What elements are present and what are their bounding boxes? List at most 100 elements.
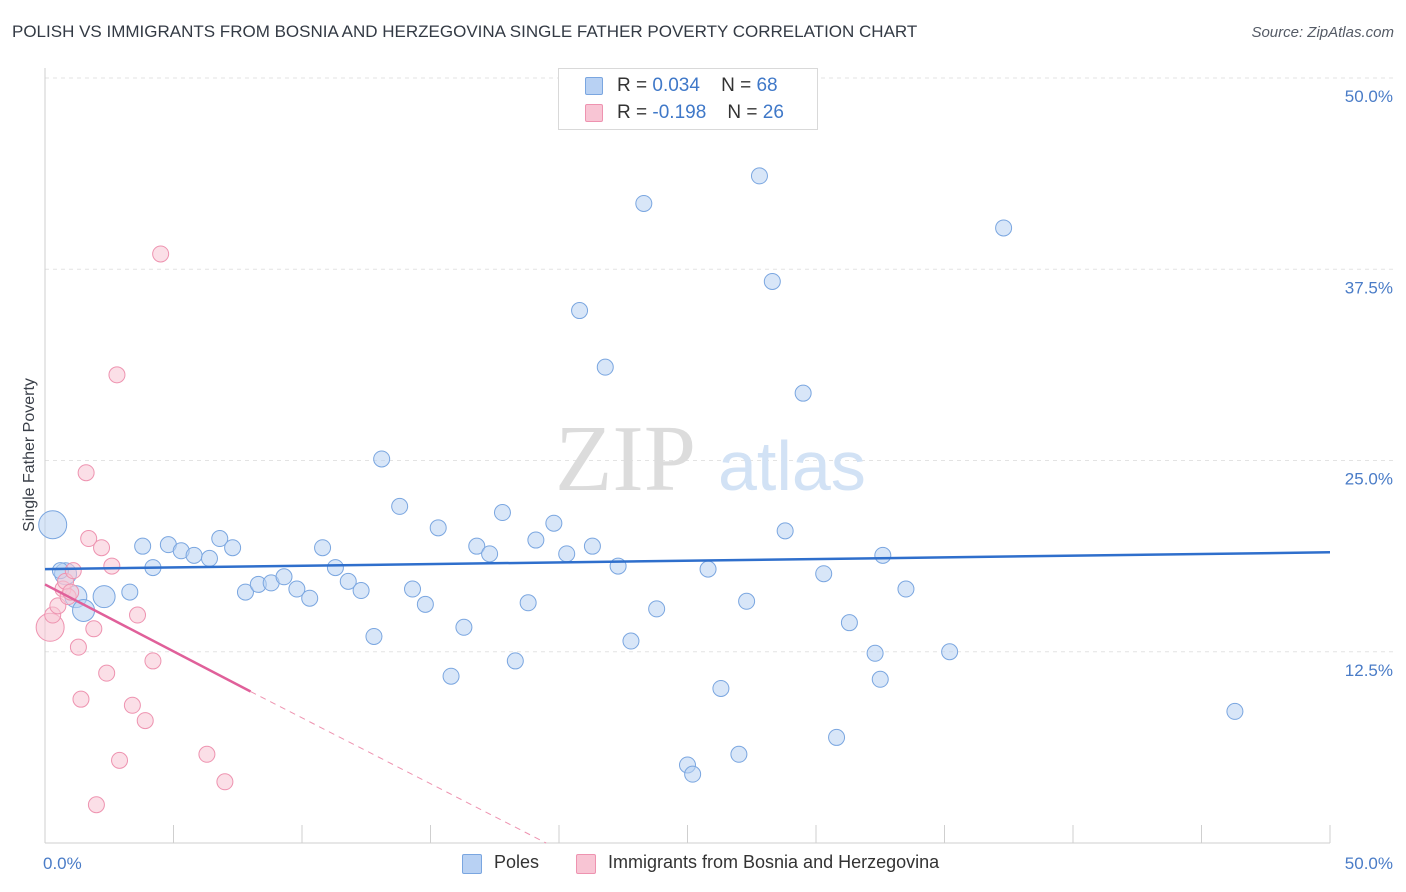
y-tick-labels: 12.5% 25.0% 37.5% 50.0% [1345, 87, 1393, 680]
poles-point-28 [416, 595, 434, 613]
poles-point-32 [468, 537, 486, 555]
bosnia-point-11 [80, 530, 98, 548]
x-tick-label-0: 0.0% [43, 854, 82, 873]
watermark-zip: ZIP [555, 407, 696, 511]
poles-point-60 [866, 644, 884, 662]
poles-point-35 [506, 652, 524, 670]
bosnia-point-20 [129, 606, 147, 624]
y-tick-label-0: 12.5% [1345, 661, 1393, 680]
poles-point-23 [352, 582, 370, 600]
poles-point-4 [92, 585, 116, 609]
poles-point-29 [429, 519, 447, 537]
poles-point-61 [871, 670, 889, 688]
legend-n-label: N = [727, 102, 758, 123]
y-tick-label-1: 25.0% [1345, 470, 1393, 489]
poles-point-30 [442, 667, 460, 685]
x-tick-labels: 0.0% 50.0% [43, 854, 1393, 873]
y-tick-label-2: 37.5% [1345, 278, 1393, 297]
bosnia-point-25 [216, 773, 234, 791]
poles-point-55 [776, 522, 794, 540]
poles-point-59 [840, 614, 858, 632]
poles-point-52 [738, 592, 756, 610]
poles-point-62 [874, 546, 892, 564]
bosnia-point-10 [77, 464, 95, 482]
poles-point-37 [527, 531, 545, 549]
legend-r-label: R = [617, 75, 648, 96]
y-tick-label-3: 50.0% [1345, 87, 1393, 106]
poles-point-36 [519, 594, 537, 612]
bosnia-swatch [585, 104, 603, 122]
poles-point-27 [404, 580, 422, 598]
poles-point-48 [684, 765, 702, 783]
stats-legend: R = 0.034 N = 68 R = -0.198 N = 26 [558, 68, 818, 130]
bosnia-legend-label: Immigrants from Bosnia and Herzegovina [608, 852, 940, 872]
poles-legend-label: Poles [494, 852, 540, 872]
poles-point-65 [995, 219, 1013, 237]
poles-point-50 [712, 679, 730, 697]
poles-point-41 [583, 537, 601, 555]
poles-point-24 [365, 627, 383, 645]
bosnia-point-17 [108, 366, 126, 384]
poles-point-44 [622, 632, 640, 650]
poles-point-64 [941, 643, 959, 661]
poles-point-63 [897, 580, 915, 598]
poles-point-31 [455, 618, 473, 636]
legend-n-label: N = [721, 75, 752, 96]
poles-point-19 [301, 589, 319, 607]
bosnia-trend-line [44, 583, 252, 693]
poles-point-14 [236, 583, 254, 601]
poles-point-53 [750, 167, 768, 185]
legend-r-label: R = [617, 102, 648, 123]
poles-point-51 [730, 745, 748, 763]
poles-point-45 [635, 194, 653, 212]
poles-swatch [585, 77, 603, 95]
bosnia-point-18 [111, 751, 129, 769]
poles-point-20 [314, 539, 332, 557]
poles-point-26 [391, 497, 409, 515]
poles-point-0 [38, 510, 68, 540]
poles-point-22 [339, 572, 357, 590]
legend-poles-r: 0.034 [652, 75, 700, 96]
bosnia-point-23 [152, 245, 170, 263]
bosnia-point-24 [198, 745, 216, 763]
bosnia-point-7 [64, 562, 82, 580]
poles-point-49 [699, 560, 717, 578]
axes [44, 68, 1331, 844]
poles-point-10 [185, 546, 203, 564]
poles-point-21 [326, 559, 344, 577]
poles-point-11 [200, 549, 218, 567]
watermark: ZIP atlas [555, 407, 866, 511]
bosnia-point-15 [98, 664, 116, 682]
poles-trend-line [44, 551, 1331, 571]
legend-bosnia-text: R = -0.198 N = 26 [617, 102, 784, 124]
bosnia-points [35, 245, 234, 814]
poles-point-13 [224, 539, 242, 557]
chart-title: POLISH VS IMMIGRANTS FROM BOSNIA AND HER… [12, 22, 918, 41]
bosnia-point-16 [103, 557, 121, 575]
x-tick-label-1: 50.0% [1345, 854, 1393, 873]
legend-poles-n: 68 [756, 75, 778, 96]
poles-point-39 [558, 545, 576, 563]
poles-point-5 [121, 583, 139, 601]
poles-point-25 [373, 450, 391, 468]
bosnia-point-12 [85, 620, 103, 638]
legend-bosnia-r: -0.198 [652, 102, 707, 123]
poles-point-12 [211, 530, 229, 548]
bosnia-legend-swatch [576, 854, 596, 874]
bosnia-point-21 [136, 712, 154, 730]
legend-bosnia-n: 26 [762, 102, 784, 123]
bosnia-point-19 [123, 696, 141, 714]
poles-point-33 [481, 545, 499, 563]
bosnia-point-14 [93, 539, 111, 557]
poles-point-17 [275, 568, 293, 586]
poles-point-3 [72, 598, 96, 622]
bosnia-trend-extension [250, 691, 547, 844]
poles-point-18 [288, 580, 306, 598]
watermark-atlas: atlas [718, 427, 866, 505]
chart-source: Source: ZipAtlas.com [1251, 24, 1394, 41]
poles-point-54 [763, 272, 781, 290]
poles-point-42 [596, 358, 614, 376]
poles-point-40 [571, 302, 589, 320]
bosnia-point-9 [72, 690, 90, 708]
